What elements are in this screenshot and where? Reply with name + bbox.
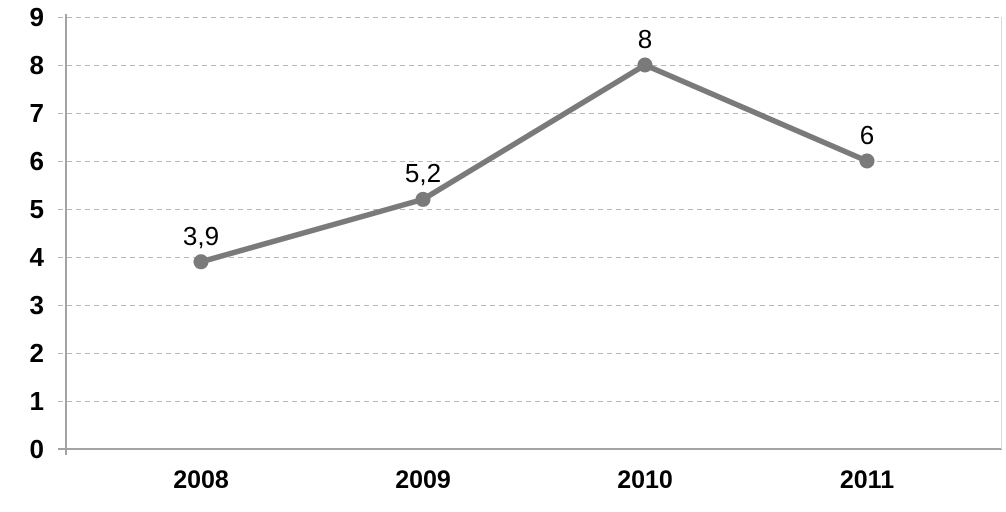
y-tick-label: 2 — [29, 338, 44, 368]
y-axis-line — [65, 14, 67, 455]
x-tick-label: 2009 — [395, 466, 451, 494]
y-tick-label: 9 — [29, 2, 44, 32]
gridline — [58, 257, 1002, 258]
plot-right-border — [1001, 17, 1002, 449]
y-tick-label: 1 — [29, 386, 44, 416]
gridline — [58, 161, 1002, 162]
gridline — [58, 353, 1002, 354]
data-point-marker — [415, 191, 431, 207]
gridline — [58, 209, 1002, 210]
x-tick-label: 2010 — [617, 466, 673, 494]
y-tick-label: 6 — [29, 146, 44, 176]
gridline — [58, 113, 1002, 114]
data-label: 8 — [637, 24, 653, 54]
y-tick-label: 7 — [29, 98, 44, 128]
gridline — [58, 305, 1002, 306]
y-tick-label: 3 — [29, 290, 44, 320]
gridline — [58, 65, 1002, 66]
x-tick-label: 2008 — [173, 466, 229, 494]
y-tick-label: 8 — [29, 50, 44, 80]
data-label: 5,2 — [404, 158, 442, 189]
y-tick-label: 5 — [29, 194, 44, 224]
data-label: 6 — [859, 120, 875, 150]
y-tick-label: 4 — [29, 242, 44, 272]
x-tick-label: 2011 — [839, 466, 895, 494]
gridline — [58, 17, 1002, 18]
y-tick-label: 0 — [29, 434, 44, 464]
x-axis-line — [58, 448, 1002, 450]
series-line — [198, 62, 870, 265]
gridline — [58, 401, 1002, 402]
data-label: 3,9 — [182, 220, 220, 251]
